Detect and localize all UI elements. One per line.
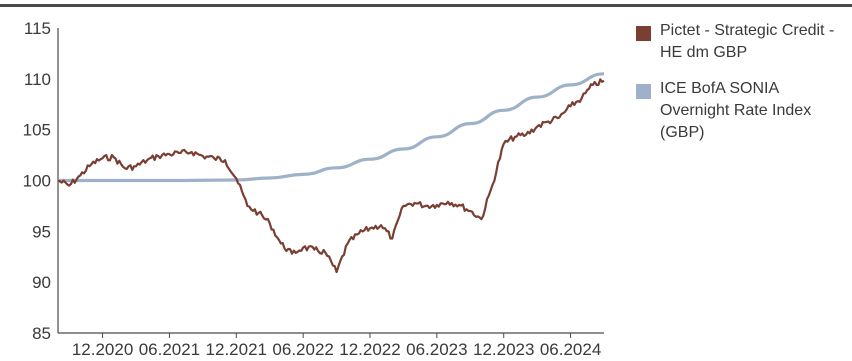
legend: Pictet - Strategic Credit - HE dm GBP IC… xyxy=(636,20,848,158)
x-tick-label: 06.2021 xyxy=(139,340,200,359)
x-tick-label: 12.2022 xyxy=(339,340,400,359)
y-tick-label: 100 xyxy=(23,172,51,191)
x-tick-label: 06.2022 xyxy=(272,340,333,359)
y-tick-label: 85 xyxy=(32,324,51,343)
pictet-fund-line xyxy=(57,78,605,274)
line-chart: 85 90 95 100 105 110 115 12.2020 06.2021 12.2021… xyxy=(23,19,605,359)
x-axis-ticks: 12.2020 06.2021 12.2021 06.2022 12.2022 06.20… xyxy=(72,333,601,359)
x-tick-label: 12.2020 xyxy=(72,340,133,359)
sonia-index-line xyxy=(58,72,605,183)
y-tick-label: 110 xyxy=(24,70,51,89)
top-rule xyxy=(0,4,852,7)
y-tick-label: 90 xyxy=(32,273,51,292)
x-tick-label: 12.2021 xyxy=(206,340,267,359)
x-tick-label: 06.2023 xyxy=(406,340,467,359)
y-tick-label: 115 xyxy=(24,19,51,38)
x-tick-label: 12.2023 xyxy=(473,340,534,359)
legend-item-pictet: Pictet - Strategic Credit - HE dm GBP xyxy=(636,20,848,64)
legend-label-sonia: ICE BofA SONIA Overnight Rate Index (GBP… xyxy=(660,80,812,141)
y-axis-ticks: 85 90 95 100 105 110 115 xyxy=(23,19,51,343)
legend-item-sonia: ICE BofA SONIA Overnight Rate Index (GBP… xyxy=(636,78,848,144)
x-tick-label: 06.2024 xyxy=(540,340,601,359)
legend-swatch-pictet xyxy=(636,26,651,41)
legend-label-pictet: Pictet - Strategic Credit - HE dm GBP xyxy=(660,22,835,61)
y-tick-label: 95 xyxy=(32,222,51,241)
y-tick-label: 105 xyxy=(23,121,51,140)
legend-swatch-sonia xyxy=(636,84,651,99)
series-lines xyxy=(57,72,605,274)
